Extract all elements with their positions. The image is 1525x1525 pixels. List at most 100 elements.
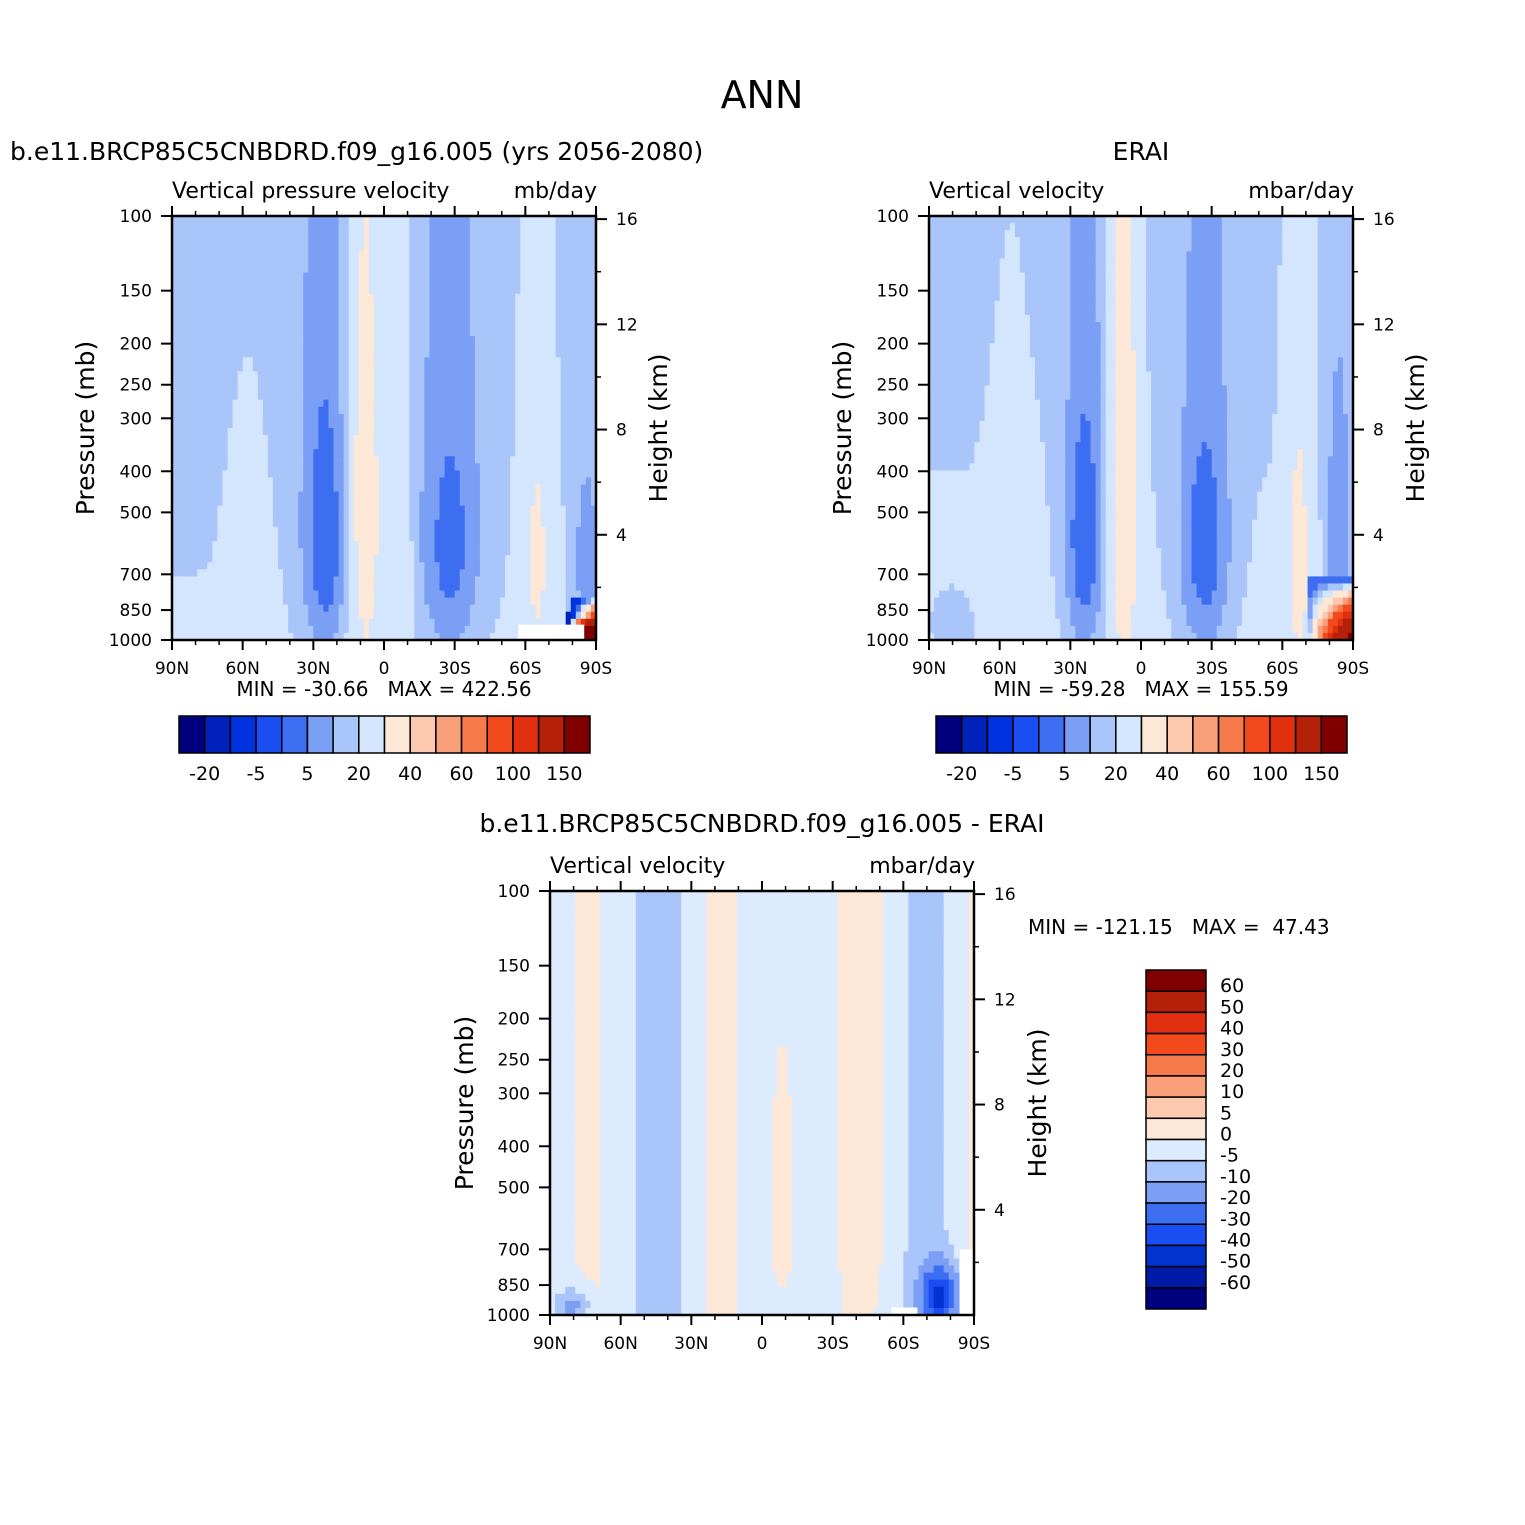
field-cell [469,399,476,408]
field-cell [343,576,350,585]
field-cell [399,505,405,514]
field-cell [192,223,198,231]
field-cell [525,322,531,330]
field-cell [479,230,486,238]
field-cell [424,350,431,358]
field-cell [378,413,385,422]
field-cell [585,399,592,408]
field-cell [323,611,330,620]
field-cell [575,237,582,245]
field-cell [373,272,380,281]
field-cell [278,413,284,422]
field-cell [500,329,506,337]
field-cell [333,625,340,634]
field-cell [172,314,178,323]
field-cell [520,279,526,288]
field-cell [469,505,476,514]
field-cell [368,378,375,387]
field-cell [288,336,294,344]
field-cell [232,251,239,259]
field-cell [550,470,557,479]
field-cell [207,526,213,535]
field-cell [192,258,198,267]
field-cell [313,378,319,387]
field-cell [535,526,542,535]
field-cell [323,251,330,259]
field-cell [495,378,501,387]
field-cell [449,216,456,224]
field-cell [439,491,446,500]
field-cell [500,343,506,351]
field-cell [212,223,219,231]
field-cell [217,265,224,274]
field-cell [262,378,269,387]
field-cell [187,604,193,613]
field-cell [560,555,567,563]
field-cell [288,562,294,570]
field-cell [197,378,203,387]
field-cell [429,442,436,450]
field-cell [323,286,330,295]
field-cell [590,456,597,464]
field-cell [490,314,496,323]
field-cell [389,223,395,231]
field-cell [192,534,198,542]
field-cell [530,548,537,556]
field-cell [257,583,264,592]
field-cell [444,364,451,373]
field-cell [484,590,491,599]
field-cell [444,491,451,500]
field-cell [343,392,350,401]
field-cell [560,322,567,330]
field-cell [464,534,471,542]
field-cell [394,286,400,295]
field-cell [288,307,294,316]
field-cell [449,392,456,401]
field-cell [560,484,567,493]
field-cell [237,590,244,599]
field-cell [348,406,355,415]
field-cell [197,428,203,436]
field-cell [298,512,304,521]
field-cell [333,449,340,457]
field-cell [540,470,547,479]
field-cell [278,293,284,302]
field-cell [252,251,259,259]
field-cell [429,385,436,394]
field-cell [434,491,441,500]
field-cell [318,470,325,479]
field-cell [247,491,254,500]
field-cell [378,364,385,373]
field-cell [323,590,330,599]
field-cell [247,477,254,486]
field-cell [247,576,254,585]
field-cell [495,329,501,337]
field-cell [575,555,582,563]
field-cell [399,463,405,471]
field-cell [288,456,294,464]
field-cell [439,562,446,570]
field-cell [500,449,506,457]
field-cell [429,541,436,549]
field-cell [242,505,249,514]
field-cell [197,512,203,521]
field-cell [353,336,360,344]
field-cell [288,498,294,507]
field-cell [404,442,410,450]
field-cell [439,336,446,344]
field-cell [267,293,274,302]
field-cell [515,569,521,577]
field-cell [570,456,577,464]
field-cell [500,505,506,514]
field-cell [293,498,299,507]
field-cell [303,435,309,443]
field-cell [227,357,234,365]
field-cell [278,576,284,585]
field-cell [227,442,234,450]
field-cell [227,583,234,592]
field-cell [545,329,552,337]
field-cell [484,526,491,535]
field-cell [580,392,587,401]
field-cell [394,611,400,620]
field-cell [414,258,420,267]
